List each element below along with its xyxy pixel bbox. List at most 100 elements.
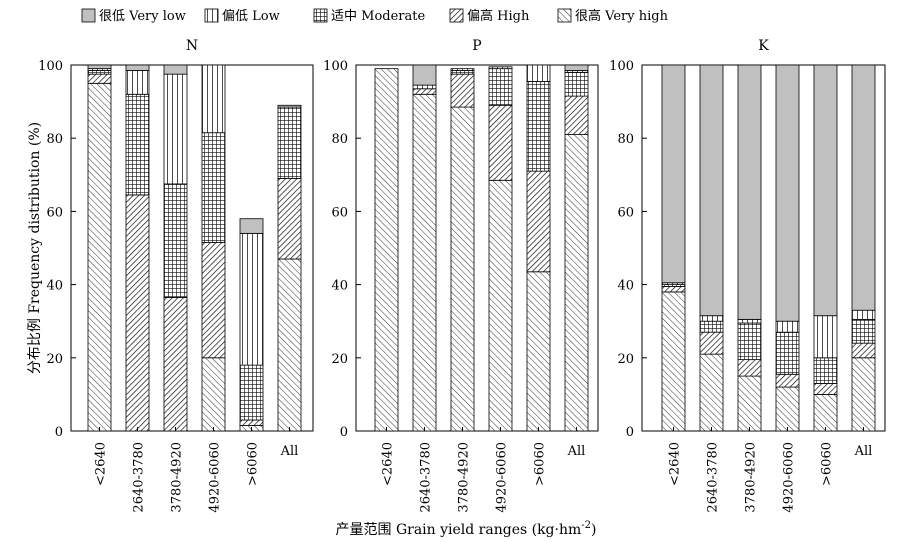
legend-item: 很高 Very high <box>557 8 669 24</box>
legend-swatch <box>313 8 328 23</box>
bar-segment <box>813 383 838 395</box>
y-tick-label: 100 <box>609 59 634 74</box>
plot-frame <box>641 64 886 432</box>
x-tick-label: <2640 <box>94 442 109 486</box>
bar-segment <box>125 194 150 432</box>
bar-segment <box>737 359 762 377</box>
bar-stack <box>374 68 399 432</box>
bar-segment <box>488 66 513 70</box>
bar-segment <box>737 64 762 320</box>
bar-segment <box>699 320 724 333</box>
bar-segment <box>526 81 551 172</box>
y-tick-label: 80 <box>46 132 63 147</box>
bar-segment <box>775 331 800 375</box>
y-tick-label: 60 <box>331 205 348 220</box>
bar-segment <box>775 64 800 322</box>
bar-segment <box>526 170 551 273</box>
bar-segment <box>661 291 686 432</box>
bar-stack <box>737 64 762 432</box>
bar-segment <box>450 106 475 432</box>
y-axis-label: 分布比例 Frequency distribution (%) <box>27 122 43 374</box>
bar-stack <box>661 64 686 432</box>
bar-segment <box>488 179 513 432</box>
bar-segment <box>699 315 724 322</box>
panel-P: P 0 20 40 60 80 100 <2640 2640-3780 3780-4920 4920… <box>323 38 599 513</box>
chart-panels: N 0 20 40 60 80 100 <2640 2640-3780 3780-4920 4920… <box>38 38 886 513</box>
bar-segment <box>737 318 762 324</box>
x-tick-label: All <box>567 444 586 459</box>
bar-segment <box>564 64 589 71</box>
bar-stack <box>450 68 475 432</box>
legend-label: 偏低 Low <box>222 9 280 24</box>
bar-segment <box>239 364 264 421</box>
bar-segment <box>488 104 513 181</box>
bar-segment <box>851 342 876 359</box>
legend-label: 适中 Moderate <box>331 9 425 24</box>
bar-segment <box>526 64 551 82</box>
x-tick-label: All <box>854 444 873 459</box>
bar-segment <box>239 218 264 234</box>
bar-segment <box>699 353 724 432</box>
bar-stack <box>277 104 302 432</box>
bar-segment <box>412 93 437 432</box>
bar-stack <box>87 64 112 432</box>
bar-stack <box>412 64 437 432</box>
bar-segment <box>163 64 188 75</box>
x-tick-label: <2640 <box>668 442 683 486</box>
bar-segment <box>87 73 112 84</box>
bar-segment <box>450 68 475 71</box>
bar-segment <box>813 315 838 359</box>
panel-N: N 0 20 40 60 80 100 <2640 2640-3780 3780-4920 4920… <box>38 38 314 513</box>
bar-segment <box>87 70 112 75</box>
bar-segment <box>277 178 302 260</box>
y-tick-label: 60 <box>617 205 634 220</box>
legend-label: 偏高 High <box>467 8 530 24</box>
legend: 很低 Very low 偏低 Low 适中 Moderate 偏高 High 很高 Ve… <box>81 8 669 24</box>
plot-frame <box>355 64 599 432</box>
bar-segment <box>125 64 150 71</box>
bar-stack <box>851 64 876 432</box>
bar-segment <box>737 322 762 361</box>
bar-segment <box>564 71 589 97</box>
legend-item: 偏低 Low <box>204 8 280 24</box>
bar-segment <box>87 82 112 432</box>
bar-segment <box>851 64 876 311</box>
x-tick-label: 2640-3780 <box>706 442 721 513</box>
x-tick-label: <2640 <box>381 442 396 486</box>
legend-swatch <box>557 8 572 23</box>
x-axis-label-close: ) <box>591 522 596 538</box>
x-tick-label: 3780-4920 <box>744 442 759 513</box>
bar-segment <box>201 357 226 432</box>
bar-stack <box>488 66 513 432</box>
y-tick-label: 0 <box>340 425 348 440</box>
legend-swatch <box>204 8 219 23</box>
bar-stack <box>564 64 589 432</box>
bar-segment <box>661 64 686 284</box>
y-tick-label: 20 <box>46 352 63 367</box>
legend-item: 适中 Moderate <box>313 8 425 24</box>
bar-segment <box>661 286 686 293</box>
bar-segment <box>201 132 226 243</box>
bar-segment <box>526 271 551 432</box>
bar-segment <box>699 331 724 355</box>
bar-segment <box>125 93 150 196</box>
bar-stack <box>526 64 551 432</box>
bar-segment <box>277 106 302 179</box>
bar-segment <box>277 258 302 432</box>
y-tick-label: 100 <box>323 59 348 74</box>
bar-segment <box>239 419 264 426</box>
bar-stack <box>813 64 838 432</box>
bar-stack <box>201 64 226 432</box>
bar-segment <box>87 64 112 70</box>
legend-label: 很高 Very high <box>575 8 669 24</box>
y-tick-label: 0 <box>626 425 634 440</box>
y-tick-label: 40 <box>331 279 348 294</box>
bar-segment <box>851 318 876 344</box>
x-tick-label: 3780-4920 <box>457 442 472 513</box>
x-tick-label: >6060 <box>533 442 548 486</box>
bar-segment <box>775 373 800 388</box>
legend-label: 很低 Very low <box>99 9 186 24</box>
bar-segment <box>125 70 150 95</box>
bar-segment <box>564 95 589 135</box>
